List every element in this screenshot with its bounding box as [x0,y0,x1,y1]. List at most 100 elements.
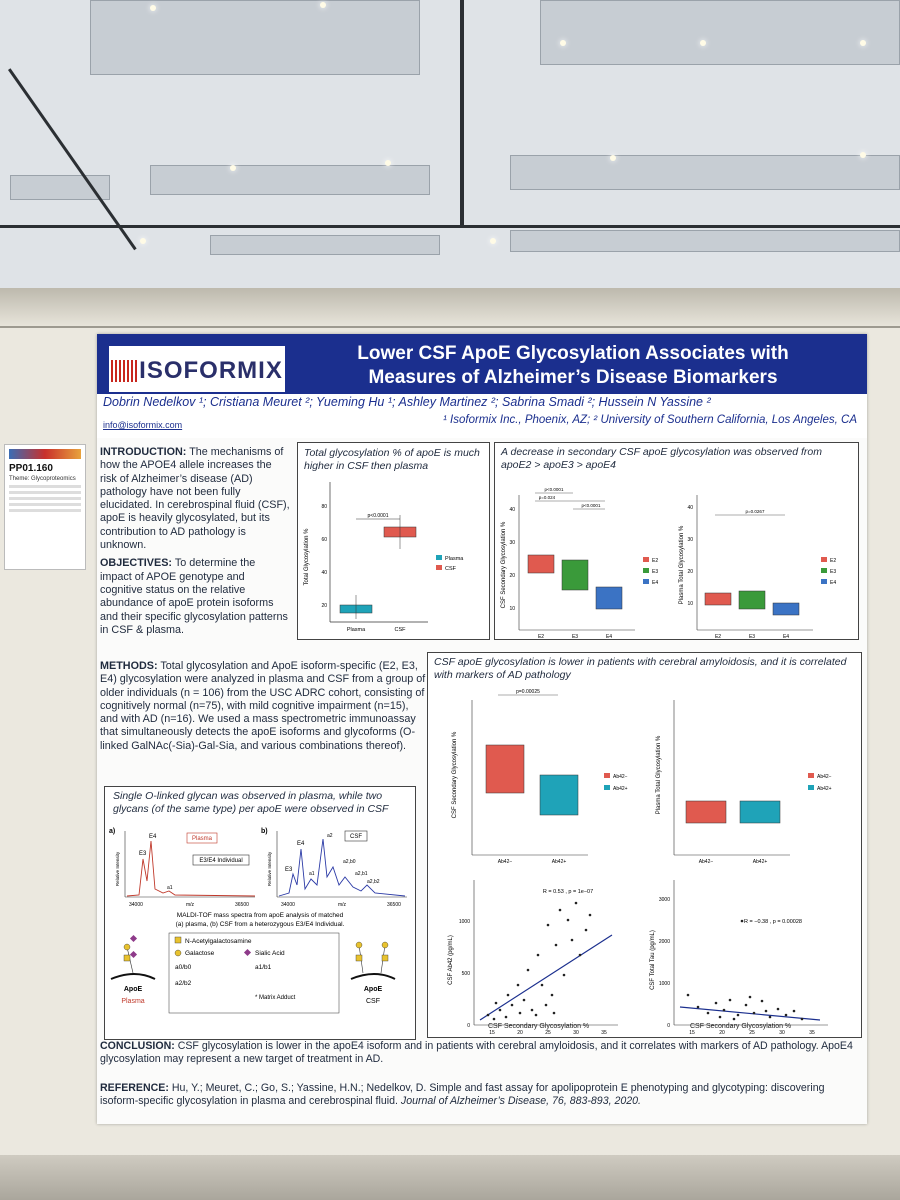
legend-label: N-Acetylgalactosamine [185,938,252,945]
y-axis-label: Plasma Total Glycosylation % [656,735,662,814]
x-tick: 34000 [281,902,295,908]
p-value: p=0.0267 [746,509,765,514]
ceiling-light [860,152,866,158]
y-axis-label: Plasma Total Glycosylation % [679,525,685,604]
conclusion-paragraph: CONCLUSION: CSF glycosylation is lower i… [100,1040,864,1067]
peak-label: a1 [167,885,173,891]
y-axis-label: CSF Ab42 (pg/mL) [448,935,454,985]
author-list: Dobrin Nedelkov ¹; Cristiana Meuret ²; Y… [103,395,711,409]
scatter-points [686,919,804,1021]
ceiling-beam [0,225,900,228]
x-tick: Plasma [347,627,366,633]
research-poster: ISOFORMIX Lower CSF ApoE Glycosylation A… [97,334,867,1124]
figure-amyloid-correlation: CSF apoE glycosylation is lower in patie… [427,652,862,1038]
ceiling-light [140,238,146,244]
y-tick: 80 [321,504,327,510]
y-tick: 2000 [659,939,670,945]
x-tick: Ab42+ [552,859,567,865]
badge-code: PP01.160 [9,463,53,474]
y-tick: 20 [687,569,693,575]
ceiling-light [385,160,391,166]
legend-label: a0/b0 [175,964,192,971]
y-tick: 0 [667,1023,670,1029]
legend-swatch [436,565,442,570]
scatter-points [486,901,592,1021]
methods-text: Total glycosylation and ApoE isoform-spe… [100,660,426,752]
apoe-label: ApoE [364,986,383,993]
y-axis-label: Relative Intensity [267,851,272,886]
apoe-label: ApoE [124,986,143,993]
legend-label: E3 [830,569,836,575]
ceiling-beam [460,0,464,228]
methods-heading: METHODS: [100,660,158,672]
y-tick: 30 [687,537,693,543]
divider [97,392,867,394]
isoform-boxplots: CSF Secondary Glycosylation % 10 20 30 4… [501,487,836,640]
methods-paragraph: METHODS: Total glycosylation and ApoE is… [100,660,426,753]
ceiling-light [490,238,496,244]
isoformix-logo: ISOFORMIX [109,346,285,396]
figure-maldi-spectra: Single O-linked glycan was observed in p… [104,786,416,1040]
affiliations: ¹ Isoformix Inc., Phoenix, AZ; ² Univers… [443,414,857,426]
x-axis-label: m/z [186,902,195,908]
spectra-and-glycans: a) Relative Intensity E3 E4 a1 Plasma E3… [109,828,407,1014]
e2-box [527,554,555,574]
x-tick: 30 [573,1030,579,1035]
glycan-key: N-Acetylgalactosamine Galactose Sialic A… [168,932,340,1014]
y-tick: 10 [687,601,693,607]
plasma-spectrum [126,840,256,897]
x-tick: 25 [749,1030,755,1035]
figure-caption: CSF apoE glycosylation is lower in patie… [434,656,847,681]
intro-column: INTRODUCTION: The mechanisms of how the … [100,446,290,642]
conclusion-heading: CONCLUSION: [100,1040,175,1052]
p-value: p=0.00025 [516,689,540,695]
objectives-heading: OBJECTIVES: [100,557,172,570]
panel-subtitle: E3/E4 Individual [199,858,242,864]
x-tick: 20 [517,1030,523,1035]
legend-label: Ab42+ [613,786,628,792]
e3-box [561,559,589,591]
intro-paragraph: INTRODUCTION: The mechanisms of how the … [100,446,290,552]
x-tick: 20 [719,1030,725,1035]
x-tick: 35 [601,1030,607,1035]
boxplot-chart: Total Glycosylation % 20 40 60 80 p<0.00… [304,482,464,633]
x-tick: 25 [545,1030,551,1035]
y-tick: 40 [509,507,515,513]
badge-banner [9,449,81,459]
spectra-caption: MALDI-TOF mass spectra from apoE analysi… [177,912,344,919]
intro-heading: INTRODUCTION: [100,446,187,458]
x-tick: 34000 [129,902,143,908]
reference-journal: Journal of Alzheimer’s Disease, 76, 883-… [400,1095,641,1108]
ceiling-panel [210,235,440,255]
legend-label: Ab42+ [817,786,832,792]
x-tick: E2 [538,634,544,640]
legend-label: * Matrix Adduct [255,995,296,1001]
y-tick: 20 [509,573,515,579]
x-tick: Ab42− [498,859,513,865]
apoe-plasma-diagram: ApoE Plasma [110,934,156,1005]
legend-label: Sialic Acid [255,950,285,957]
y-axis-label: Relative Intensity [115,851,120,886]
p-value: p=0.024 [539,495,556,500]
ceiling-light [230,165,236,171]
p-value: p<0.0001 [545,487,564,492]
x-axis-label: CSF Secondary Glycosylation % [690,1023,792,1030]
p-value: p<0.0001 [582,503,601,508]
x-tick: Ab42+ [753,859,768,865]
x-axis-label: m/z [338,902,347,908]
ceiling-panel [510,155,900,190]
ceiling-panel [90,0,420,75]
amyloid-charts: CSF Secondary Glycosylation % p=0.00025 … [448,689,832,1036]
legend-swatch [436,555,442,560]
objectives-paragraph: OBJECTIVES: To determine the impact of A… [100,557,290,637]
ab42-pos-box [539,774,579,816]
badge-theme: Theme: Glycoproteomics [9,476,76,482]
session-badge: PP01.160 Theme: Glycoproteomics [4,444,86,570]
peak-label: E4 [297,841,305,847]
board-bottom-rail [0,1155,900,1200]
peak-label: E3 [139,851,147,857]
e4-box [595,586,623,610]
badge-line [9,485,81,488]
x-tick: E3 [749,634,755,640]
y-tick: 10 [509,606,515,612]
